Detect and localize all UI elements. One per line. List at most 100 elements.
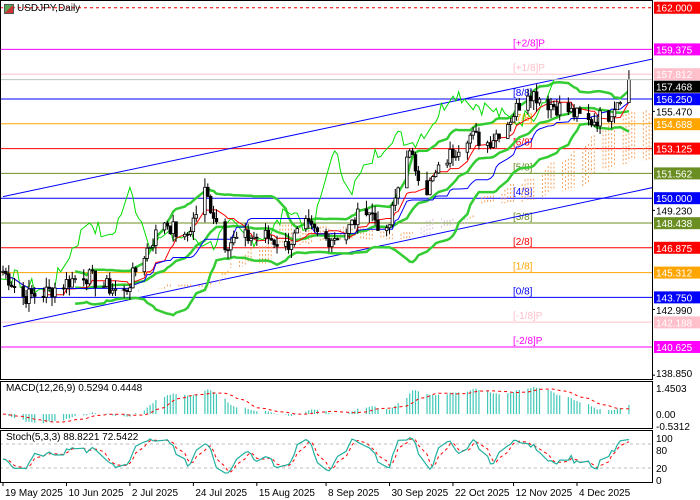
candle-body: [122, 288, 126, 291]
murrey-tag: [3/8]: [513, 212, 533, 223]
stoch-d-line: [2, 438, 630, 473]
candle-body: [595, 121, 599, 127]
candle-body: [552, 104, 556, 108]
date-tick-label: 30 Sep 2025: [392, 488, 449, 499]
candle-body: [477, 131, 481, 146]
candle-body: [353, 219, 357, 226]
candle-body: [90, 269, 95, 272]
candle-body: [433, 172, 438, 177]
candle-body: [618, 102, 622, 105]
candle-body: [497, 133, 501, 139]
candle-body: [102, 286, 106, 288]
candle-body: [534, 91, 539, 104]
stoch-tick-label: 80: [656, 446, 668, 457]
candle-body: [171, 221, 175, 235]
panel-frame: [0, 381, 653, 429]
candle-body: [546, 98, 550, 111]
price-label-bg: [654, 118, 700, 131]
candle-body: [7, 273, 11, 286]
candle-body: [223, 221, 227, 251]
candle-body: [142, 258, 147, 273]
murrey-tag: [+1/8]P: [513, 63, 545, 74]
macd-tick-label: 0.00: [656, 410, 676, 421]
candle-body: [154, 229, 158, 246]
candle-body: [428, 180, 432, 196]
candle-body: [566, 102, 571, 113]
candle-body: [9, 284, 14, 287]
price-label-bg: [654, 316, 700, 329]
candle-body: [185, 233, 190, 236]
candle-body: [445, 162, 449, 166]
candle-body: [232, 237, 236, 244]
candle-body: [30, 288, 34, 295]
kijun-sen: [2, 101, 630, 289]
murrey-tag: [1/8]: [513, 262, 533, 273]
candle-body: [110, 289, 115, 294]
murrey-tag: [8/8]: [513, 88, 533, 99]
candle-body: [243, 229, 247, 238]
candle-body: [529, 95, 533, 102]
candle-body: [367, 212, 372, 216]
candle-body: [549, 104, 553, 111]
price-label-bg: [654, 266, 700, 279]
price-label-bg: [654, 291, 700, 304]
candle-body: [64, 279, 69, 289]
candle-body: [70, 278, 74, 288]
candle-body: [488, 142, 493, 148]
price-label: 150.000: [656, 194, 693, 205]
candle-body: [131, 267, 135, 289]
candle-body: [229, 242, 233, 251]
murrey-tag: [-2/8]P: [513, 336, 543, 347]
candle-body: [315, 227, 320, 232]
stoch-tick-label: 0: [656, 476, 662, 487]
candle-body: [506, 124, 510, 139]
candle-body: [47, 286, 51, 289]
candle-body: [344, 232, 348, 241]
candle-body: [12, 286, 17, 288]
date-tick-label: 22 Oct 2025: [455, 488, 510, 499]
candle-body: [416, 170, 421, 182]
channel-trendline: [2, 58, 652, 198]
candle-body: [451, 148, 455, 158]
candle-body: [586, 113, 591, 120]
candle-body: [615, 102, 620, 111]
stoch-tick-label: 20: [656, 464, 668, 475]
candle-body: [410, 150, 415, 155]
price-tick-label: 155.470: [656, 108, 693, 119]
candle-body: [87, 269, 92, 285]
candle-body: [151, 245, 155, 248]
price-label-bg: [654, 43, 700, 56]
candle-body: [246, 229, 250, 242]
candle-body: [309, 220, 314, 225]
candle-body: [335, 238, 340, 241]
candle-body: [589, 119, 594, 126]
candle-body: [627, 79, 631, 104]
candle-body: [214, 218, 219, 223]
price-label: 159.375: [656, 45, 693, 56]
candle-body: [508, 121, 513, 125]
candle-body: [165, 222, 170, 227]
candle-body: [252, 236, 256, 239]
candle-body: [53, 287, 57, 298]
candle-body: [324, 231, 328, 239]
candle-body: [162, 222, 167, 231]
stoch-tick-label: 100: [656, 434, 673, 445]
candle-body: [396, 187, 400, 199]
candle-body: [93, 270, 98, 288]
candle-body: [191, 217, 196, 232]
murrey-tag: [7/8]: [513, 113, 533, 124]
candle-body: [73, 278, 77, 281]
candle-body: [226, 249, 230, 252]
candle-body: [289, 243, 294, 250]
symbol-title: USDJPY,Daily: [17, 3, 81, 14]
bollinger-middle: [75, 106, 630, 290]
candle-body: [50, 287, 54, 298]
candle-body: [491, 140, 496, 148]
price-label: 148.438: [656, 219, 693, 230]
candle-body: [82, 278, 86, 281]
candle-body: [194, 214, 198, 219]
price-label: 157.812: [656, 70, 693, 81]
candle-body: [21, 286, 25, 297]
stoch-k-line: [2, 437, 629, 474]
